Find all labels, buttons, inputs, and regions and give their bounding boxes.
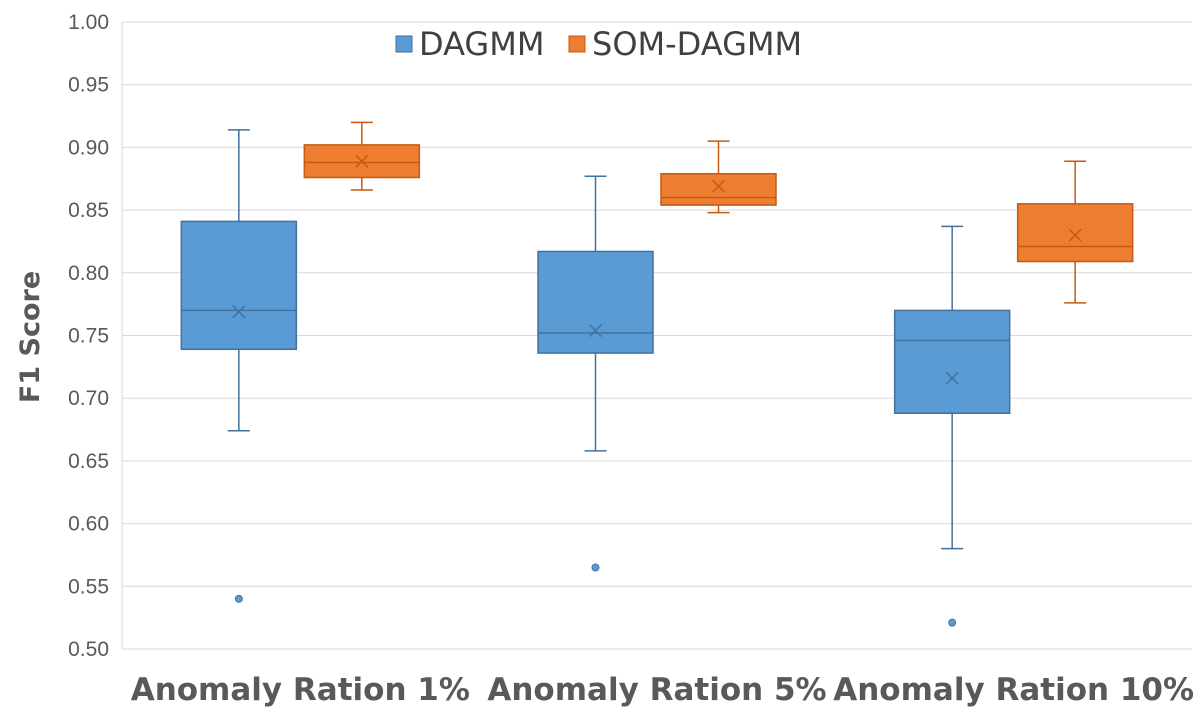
box-dagmm-1 [180,129,298,603]
legend-swatch [568,35,586,53]
y-tick-label: 1.00 [68,11,109,34]
legend-label: DAGMM [419,25,544,63]
legend-item-som-dagmm: SOM-DAGMM [568,25,802,63]
y-tick-label: 0.50 [68,638,109,661]
box-dagmm-2 [537,175,654,572]
box-som-dagmm-1 [303,121,421,191]
y-tick-labels: 0.50 0.55 0.60 0.65 0.70 0.75 0.80 0.85 0.90 0.95… [68,11,109,661]
box-rect [180,220,298,351]
y-axis-title: F1 Score [15,271,46,403]
y-tick-label: 0.65 [68,450,109,473]
box-rect [303,144,421,179]
mean-marker [1068,228,1082,242]
mean-marker [588,323,603,338]
category-label: Anomaly Ration 1% [131,672,470,708]
mean-marker [232,305,246,319]
mean-marker [355,154,369,168]
category-label: Anomaly Ration 5% [487,672,826,708]
y-tick-label: 0.75 [68,325,109,348]
box-som-dagmm-3 [1016,160,1134,304]
mean-marker [711,179,726,193]
gridlines [122,21,1192,650]
outlier-point [591,563,600,572]
y-tick-label: 0.60 [68,513,109,536]
y-tick-label: 0.95 [68,74,109,97]
mean-marker [945,371,959,385]
y-tick-label: 0.70 [68,387,109,410]
box-series [180,121,1134,627]
legend-swatch [395,35,413,53]
legend-item-dagmm: DAGMM [395,25,544,63]
box-rect [660,172,777,206]
y-tick-label: 0.80 [68,262,109,285]
box-rect [537,250,654,354]
y-tick-label: 0.85 [68,199,109,222]
y-tick-label: 0.55 [68,575,109,598]
legend-label: SOM-DAGMM [592,25,802,63]
outlier-point [948,618,957,627]
category-labels: Anomaly Ration 1% Anomaly Ration 5% Anomal… [131,672,1194,708]
y-tick-label: 0.90 [68,136,109,159]
category-label: Anomaly Ration 10% [833,672,1194,708]
box-dagmm-3 [893,225,1011,627]
box-som-dagmm-2 [660,140,777,214]
legend: DAGMM SOM-DAGMM [395,25,802,63]
outlier-point [234,594,243,603]
box-rect [1016,203,1134,263]
box-rect [893,309,1011,414]
